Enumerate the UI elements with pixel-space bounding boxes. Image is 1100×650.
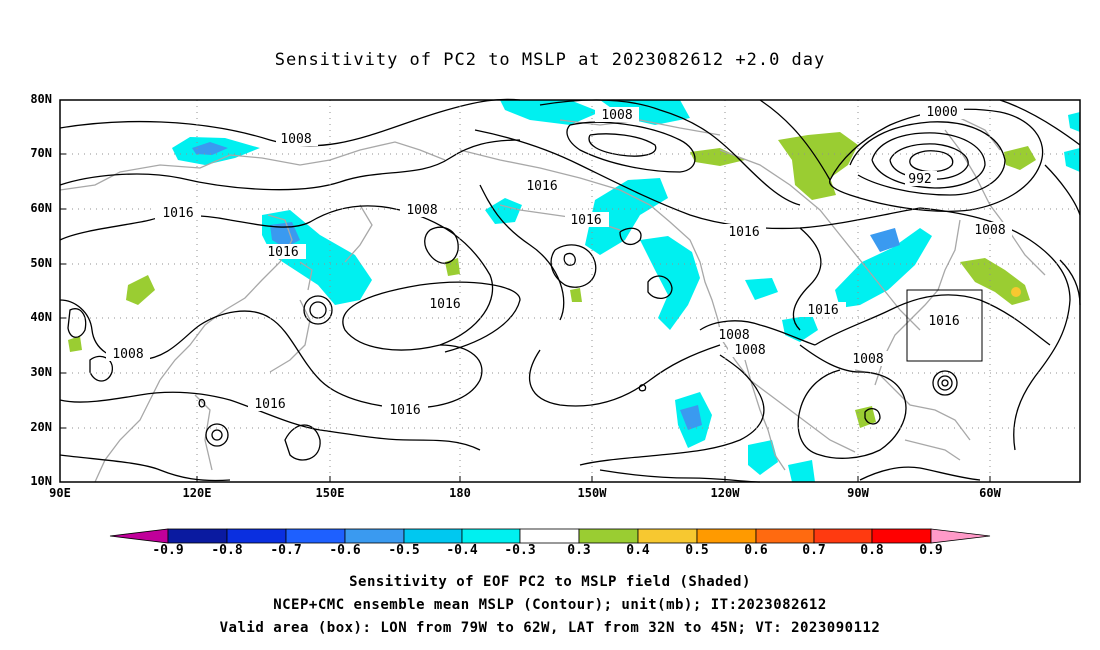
shade-negative (1064, 148, 1080, 172)
lon-label: 60W (979, 486, 1001, 500)
lat-label: 50N (30, 256, 52, 270)
colorbar-cell (285, 528, 346, 544)
shade-positive (690, 148, 745, 166)
shade-negative (485, 198, 522, 224)
colorbar-cell (519, 528, 580, 544)
lon-label: 90W (847, 486, 869, 500)
colorbar-cell (344, 528, 405, 544)
shade-negative (745, 278, 778, 300)
shade-positive (68, 336, 82, 352)
colorbar-cell (461, 528, 521, 544)
colorbar-label: -0.6 (329, 543, 361, 558)
contour-label: 1008 (974, 223, 1005, 238)
colorbar-cell (403, 528, 463, 544)
shade-negative (748, 440, 778, 475)
contour-label: 1008 (280, 132, 311, 147)
contour-label: 1016 (267, 245, 298, 260)
map-frame (59, 99, 1081, 483)
lon-label: 90E (49, 486, 71, 500)
map-title: Sensitivity of PC2 to MSLP at 2023082612… (274, 50, 826, 70)
lon-label: 120E (182, 486, 212, 500)
shade-negative (788, 460, 815, 482)
contour-label: 1008 (601, 108, 632, 123)
colorbar-lower-triangle (109, 528, 169, 544)
colorbar-label: 0.4 (626, 543, 650, 558)
shade-negative (782, 315, 818, 342)
shade-positive (570, 288, 582, 302)
contour-layer (59, 98, 1081, 483)
shade-negative (600, 100, 690, 125)
shade-strong (270, 222, 300, 248)
contour-labels: 1008 1008 1016 1016 1016 1008 1016 1016 … (106, 104, 1012, 418)
shade-positive (1004, 146, 1036, 170)
colorbar-cell (167, 528, 228, 544)
shade-peak (1011, 287, 1021, 297)
colorbar-cell (226, 528, 287, 544)
colorbar-cell (696, 528, 757, 544)
contour-label: 1016 (728, 225, 759, 240)
tick-marks (59, 99, 991, 483)
shade-negative (835, 228, 932, 308)
shade-positive (126, 275, 155, 305)
colorbar-label: 0.9 (919, 543, 943, 558)
caption-line-3: Valid area (box): LON from 79W to 62W, L… (219, 620, 881, 636)
contour-label: 1016 (162, 206, 193, 221)
contour-label: 1016 (389, 403, 420, 418)
contour-label: 1000 (926, 105, 957, 120)
colorbar-label: 0.3 (567, 543, 591, 558)
colorbar-label: 0.5 (685, 543, 709, 558)
lon-label: 150E (315, 486, 345, 500)
coastline-layer (59, 109, 1046, 483)
shade-strong (680, 405, 702, 430)
colorbar-label: 0.6 (744, 543, 768, 558)
lon-label: 120W (710, 486, 740, 500)
contour-label: 1008 (112, 347, 143, 362)
shade-negative (500, 100, 600, 125)
shade-positive (778, 132, 858, 200)
caption-line-1: Sensitivity of EOF PC2 to MSLP field (Sh… (349, 574, 751, 590)
contour-label: 1016 (807, 303, 838, 318)
colorbar-label: -0.5 (388, 543, 420, 558)
lat-label: 70N (30, 146, 52, 160)
colorbar-cell (755, 528, 815, 544)
contour-label: 1016 (526, 179, 557, 194)
contour-label: 1016 (254, 397, 285, 412)
shade-negative (1068, 112, 1080, 132)
lat-label: 80N (30, 92, 52, 106)
lat-label: 40N (30, 310, 52, 324)
colorbar (109, 528, 991, 544)
colorbar-cell (871, 528, 932, 544)
lon-label: 150W (577, 486, 607, 500)
colorbar-upper-triangle (930, 528, 991, 544)
colorbar-cell (578, 528, 639, 544)
shade-strong (870, 228, 900, 252)
contour-label: 992 (908, 172, 931, 187)
colorbar-label: 0.8 (860, 543, 884, 558)
contour-label: 1016 (429, 297, 460, 312)
valid-area-box: 1016 (906, 289, 983, 362)
shade-strong (192, 142, 228, 155)
lon-label: 180 (449, 486, 471, 500)
colorbar-label: -0.8 (211, 543, 243, 558)
lat-label: 30N (30, 365, 52, 379)
contour-label: 1008 (718, 328, 749, 343)
colorbar-label: -0.7 (270, 543, 302, 558)
colorbar-label: -0.4 (446, 543, 478, 558)
lat-label: 20N (30, 420, 52, 434)
box-contour-label: 1016 (928, 314, 959, 329)
colorbar-label: -0.3 (504, 543, 536, 558)
caption-line-2: NCEP+CMC ensemble mean MSLP (Contour); u… (273, 597, 827, 613)
lat-label: 60N (30, 201, 52, 215)
colorbar-label: -0.9 (152, 543, 184, 558)
contour-label: 1008 (734, 343, 765, 358)
graticule (60, 100, 1080, 482)
contour-label: 1016 (570, 213, 601, 228)
colorbar-label: 0.7 (802, 543, 826, 558)
contour-label: 1008 (852, 352, 883, 367)
contour-label: 1008 (406, 203, 437, 218)
lat-label: 10N (30, 474, 52, 488)
colorbar-cell (813, 528, 873, 544)
colorbar-cell (637, 528, 698, 544)
